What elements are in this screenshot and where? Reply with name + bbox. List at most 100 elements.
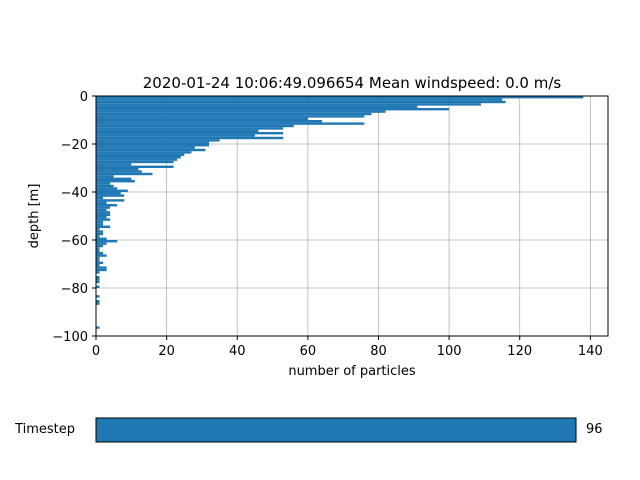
bar [96, 266, 107, 269]
x-axis-ticks: 0 20 40 60 80 100 120 140 [92, 336, 603, 359]
y-tick-label: −20 [61, 138, 88, 153]
bar [96, 189, 128, 192]
bar [96, 302, 100, 305]
plot-frame [95, 95, 609, 337]
bar [96, 146, 195, 149]
bar [96, 175, 114, 178]
bar [96, 256, 100, 260]
bar [96, 194, 125, 197]
y-tick-label: 0 [80, 90, 88, 105]
bar [96, 216, 107, 219]
bar [96, 141, 209, 144]
bar [96, 295, 100, 298]
bar [96, 268, 107, 272]
y-tick-label: −60 [61, 234, 88, 249]
bar [96, 196, 104, 200]
bar [96, 280, 100, 284]
bar [96, 103, 481, 106]
bar [96, 201, 107, 204]
y-axis-label: depth [m] [27, 184, 42, 249]
bar [96, 232, 104, 236]
x-tick-label: 60 [300, 344, 317, 359]
bar [96, 115, 365, 118]
bar [96, 168, 139, 171]
bar [96, 199, 125, 202]
bar [96, 127, 284, 130]
bar [96, 285, 100, 288]
bar [96, 110, 386, 113]
bar [96, 170, 142, 173]
bar [96, 177, 132, 180]
bar [96, 187, 118, 190]
bar [96, 132, 284, 135]
bars [96, 96, 584, 329]
bar [96, 153, 185, 156]
bar [96, 105, 418, 108]
bar [96, 225, 111, 228]
bar [96, 184, 114, 188]
y-tick-label: −80 [61, 282, 88, 297]
bar [96, 100, 506, 104]
bar [96, 223, 104, 226]
bar [96, 163, 132, 166]
bar [96, 136, 284, 140]
bar [96, 139, 220, 142]
bar [96, 244, 104, 248]
bar [96, 151, 192, 154]
bar [96, 96, 584, 99]
x-axis-label: number of particles [288, 364, 416, 379]
bar [96, 242, 107, 245]
bar [96, 165, 174, 168]
bar [96, 249, 100, 252]
bar [96, 230, 104, 233]
bar [96, 182, 111, 185]
bar [96, 213, 111, 216]
bar [96, 211, 111, 214]
timestep-slider[interactable]: Timestep 96 [14, 417, 603, 443]
bar [96, 271, 100, 274]
bar [96, 192, 121, 195]
bar [96, 264, 100, 267]
bar [96, 156, 181, 159]
x-tick-label: 20 [158, 344, 175, 359]
bar [96, 120, 322, 123]
bar [96, 252, 104, 255]
x-tick-label: 40 [229, 344, 246, 359]
slider-label: Timestep [14, 422, 75, 437]
bar [96, 180, 135, 183]
bar [96, 240, 118, 243]
y-tick-label: −40 [61, 186, 88, 201]
bar [96, 228, 100, 231]
x-tick-label: 140 [578, 344, 603, 359]
bar [96, 112, 372, 116]
bar [96, 259, 100, 262]
bar [96, 208, 107, 212]
bar [96, 124, 294, 128]
bar [96, 122, 365, 125]
bar [96, 144, 209, 147]
slider-value: 96 [586, 422, 603, 437]
chart-title: 2020-01-24 10:06:49.096654 Mean windspee… [143, 74, 562, 92]
y-tick-label: −100 [52, 330, 88, 345]
bar [96, 237, 107, 240]
bar [96, 247, 100, 250]
bar [96, 261, 104, 264]
bar [96, 134, 255, 137]
bar [96, 117, 308, 120]
x-tick-label: 120 [507, 344, 532, 359]
bar [96, 204, 118, 207]
bar [96, 276, 100, 279]
slider-fill[interactable] [96, 418, 576, 442]
bar [96, 158, 178, 161]
bar [96, 148, 206, 152]
bar [96, 218, 111, 221]
y-axis-ticks: 0 −20 −40 −60 −80 −100 [52, 90, 96, 345]
bar [96, 98, 503, 101]
bar [96, 172, 153, 176]
bar [96, 300, 100, 303]
bar [96, 206, 111, 209]
x-tick-label: 0 [92, 344, 100, 359]
bar [96, 108, 450, 111]
bar [96, 160, 174, 164]
